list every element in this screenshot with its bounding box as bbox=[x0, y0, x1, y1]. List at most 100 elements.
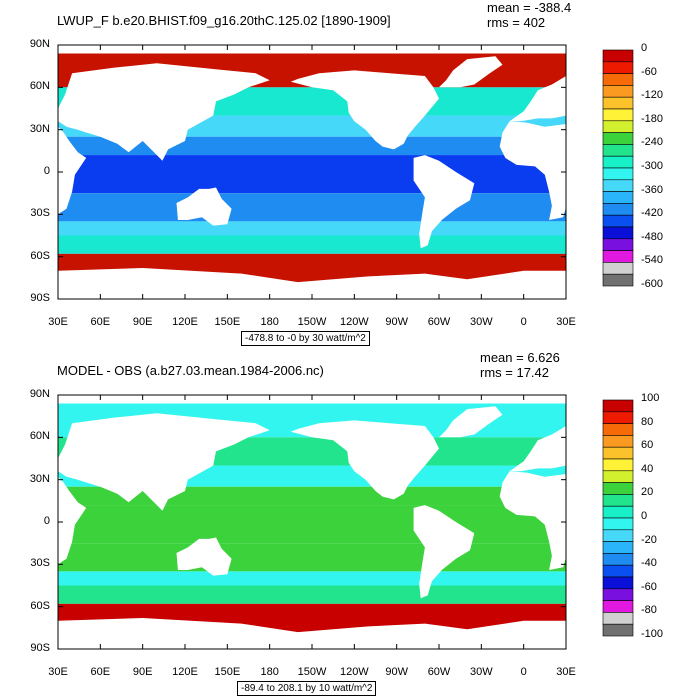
colorbar-swatch bbox=[602, 85, 634, 98]
x-tick-label: 60E bbox=[90, 666, 111, 678]
colorbar-swatch bbox=[602, 458, 634, 472]
eurasia-land bbox=[58, 413, 270, 511]
colorbar-swatch bbox=[602, 191, 634, 204]
colorbar-swatch bbox=[602, 238, 634, 251]
north-america-land bbox=[290, 420, 439, 500]
europe-land bbox=[509, 426, 566, 472]
y-tick-label: 60N bbox=[29, 80, 50, 93]
mean-label: mean = -388.4 bbox=[487, 0, 572, 15]
x-tick-label: 30E bbox=[556, 316, 576, 328]
x-tick-label: 60W bbox=[427, 666, 451, 678]
x-tick-label: 180 bbox=[260, 666, 279, 678]
contour-note: -89.4 to 208.1 by 10 watt/m^2 bbox=[237, 681, 377, 696]
colorbar-swatch bbox=[602, 250, 634, 263]
colorbar-label: -100 bbox=[641, 628, 664, 640]
africa-east-land bbox=[58, 126, 87, 215]
colorbar-swatch bbox=[602, 108, 634, 122]
colorbar-swatch bbox=[602, 564, 634, 578]
colorbar-swatch bbox=[602, 167, 634, 181]
y-tick-label: 90S bbox=[30, 642, 50, 654]
x-tick-label: 30E bbox=[48, 316, 68, 328]
y-tick-label: 30S bbox=[30, 207, 50, 220]
colorbar-swatch bbox=[602, 132, 634, 145]
colorbar-label: -480 bbox=[641, 230, 664, 243]
colorbar-swatch bbox=[602, 262, 634, 275]
contour-note: -478.8 to -0 by 30 watt/m^2 bbox=[241, 331, 370, 346]
chart-panel-bottom: MODEL - OBS (a.b27.03.mean.1984-2006.nc)… bbox=[0, 350, 700, 700]
colorbar-label: -60 bbox=[641, 580, 657, 593]
x-tick-label: 90E bbox=[132, 316, 153, 328]
chart-svg bbox=[57, 44, 634, 300]
colorbar-swatch bbox=[602, 399, 634, 413]
chart-title: MODEL - OBS (a.b27.03.mean.1984-2006.nc) bbox=[57, 363, 324, 378]
eurasia-land bbox=[58, 63, 270, 161]
colorbar-swatch bbox=[602, 505, 634, 519]
x-tick-label: 120W bbox=[339, 666, 369, 678]
band-south-midlat bbox=[58, 571, 566, 586]
colorbar-label: -600 bbox=[641, 278, 664, 290]
y-tick-label: 90S bbox=[30, 292, 50, 304]
colorbar-label: -540 bbox=[641, 254, 664, 267]
colorbar-label: 40 bbox=[641, 462, 654, 475]
y-tick-label: 0 bbox=[43, 515, 50, 527]
x-tick-label: 30W bbox=[470, 316, 493, 328]
colorbar-swatch bbox=[602, 482, 634, 495]
greenland-land bbox=[439, 56, 503, 88]
x-tick-label: 180 bbox=[260, 316, 279, 328]
south-america-land bbox=[413, 505, 475, 599]
colorbar-label: 80 bbox=[641, 415, 654, 428]
colorbar-swatch bbox=[602, 411, 634, 424]
x-tick-label: 120E bbox=[172, 316, 198, 328]
colorbar-swatch bbox=[602, 61, 634, 74]
x-tick-label: 150E bbox=[214, 316, 241, 328]
y-tick-label: 90N bbox=[29, 388, 50, 400]
south-america-land bbox=[413, 155, 475, 249]
colorbar-swatch bbox=[602, 623, 634, 637]
x-tick-label: 90W bbox=[385, 666, 408, 678]
colorbar-swatch bbox=[602, 96, 634, 110]
colorbar-swatch bbox=[602, 494, 634, 507]
y-tick-label: 60S bbox=[30, 599, 50, 612]
x-tick-label: 30E bbox=[48, 666, 68, 678]
north-america-land bbox=[290, 70, 439, 150]
colorbar-swatch bbox=[602, 179, 634, 192]
colorbar-swatch bbox=[602, 517, 634, 531]
colorbar-swatch bbox=[602, 273, 634, 287]
africa-land bbox=[499, 471, 566, 570]
colorbar-swatch bbox=[602, 203, 634, 216]
y-tick-label: 90N bbox=[29, 38, 50, 50]
colorbar-swatch bbox=[602, 226, 634, 240]
colorbar-swatch bbox=[602, 49, 634, 63]
colorbar-swatch bbox=[602, 144, 634, 157]
x-tick-label: 90W bbox=[385, 316, 408, 328]
band-tropics bbox=[58, 155, 566, 194]
x-tick-label: 60E bbox=[90, 316, 111, 328]
colorbar-swatch bbox=[602, 120, 634, 133]
x-tick-label: 120W bbox=[339, 316, 369, 328]
antarctica-land bbox=[58, 618, 566, 649]
x-tick-label: 150W bbox=[297, 316, 327, 328]
africa-land bbox=[499, 121, 566, 220]
band-south-subtropics bbox=[58, 543, 566, 572]
band-north-subtropics bbox=[58, 486, 566, 506]
colorbar-swatch bbox=[602, 529, 634, 542]
colorbar-swatch bbox=[602, 423, 634, 436]
colorbar-swatch bbox=[602, 576, 634, 590]
chart-svg bbox=[57, 394, 634, 650]
colorbar-label: 20 bbox=[641, 486, 654, 499]
x-tick-label: 120E bbox=[172, 666, 198, 678]
antarctica-land bbox=[58, 268, 566, 299]
colorbar-label: 100 bbox=[641, 392, 660, 404]
australia-land bbox=[176, 537, 232, 576]
band-south-highlat bbox=[58, 235, 566, 254]
chart-title: LWUP_F b.e20.BHIST.f09_g16.20thC.125.02 … bbox=[57, 13, 391, 28]
colorbar-label: -240 bbox=[641, 136, 664, 149]
africa-east-land bbox=[58, 476, 87, 565]
colorbar-swatch bbox=[602, 553, 634, 566]
colorbar-label: 60 bbox=[641, 439, 654, 452]
australia-land bbox=[176, 187, 232, 226]
colorbar-label: -420 bbox=[641, 207, 664, 220]
y-tick-label: 30N bbox=[29, 122, 50, 135]
x-tick-label: 150W bbox=[297, 666, 327, 678]
colorbar-label: -360 bbox=[641, 183, 664, 196]
